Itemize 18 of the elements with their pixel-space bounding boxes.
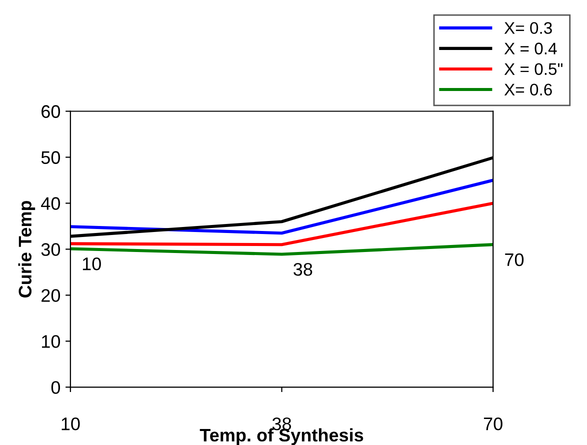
y-tick-label: 10: [42, 335, 60, 348]
annotation: 70: [505, 253, 524, 266]
legend-label: X= 0.3: [504, 22, 552, 34]
y-axis-title: Curie Temp: [18, 200, 36, 298]
legend-label: X= 0.6: [504, 84, 552, 96]
legend-label: X = 0.4: [504, 42, 557, 54]
x-tick-label: 70: [484, 417, 502, 430]
x-tick-label: 10: [62, 417, 80, 430]
annotation: 38: [294, 262, 312, 276]
legend-label: X = 0.5": [504, 63, 562, 75]
y-tick-label: 40: [41, 197, 60, 210]
y-tick-label: 60: [42, 105, 60, 118]
y-tick-label: 50: [41, 151, 60, 164]
annotation: 10: [82, 257, 101, 270]
y-tick-label: 20: [42, 289, 60, 302]
x-tick-label: 38: [272, 417, 292, 430]
y-tick-label: 30: [41, 243, 60, 256]
y-tick-label: 0: [51, 381, 60, 394]
